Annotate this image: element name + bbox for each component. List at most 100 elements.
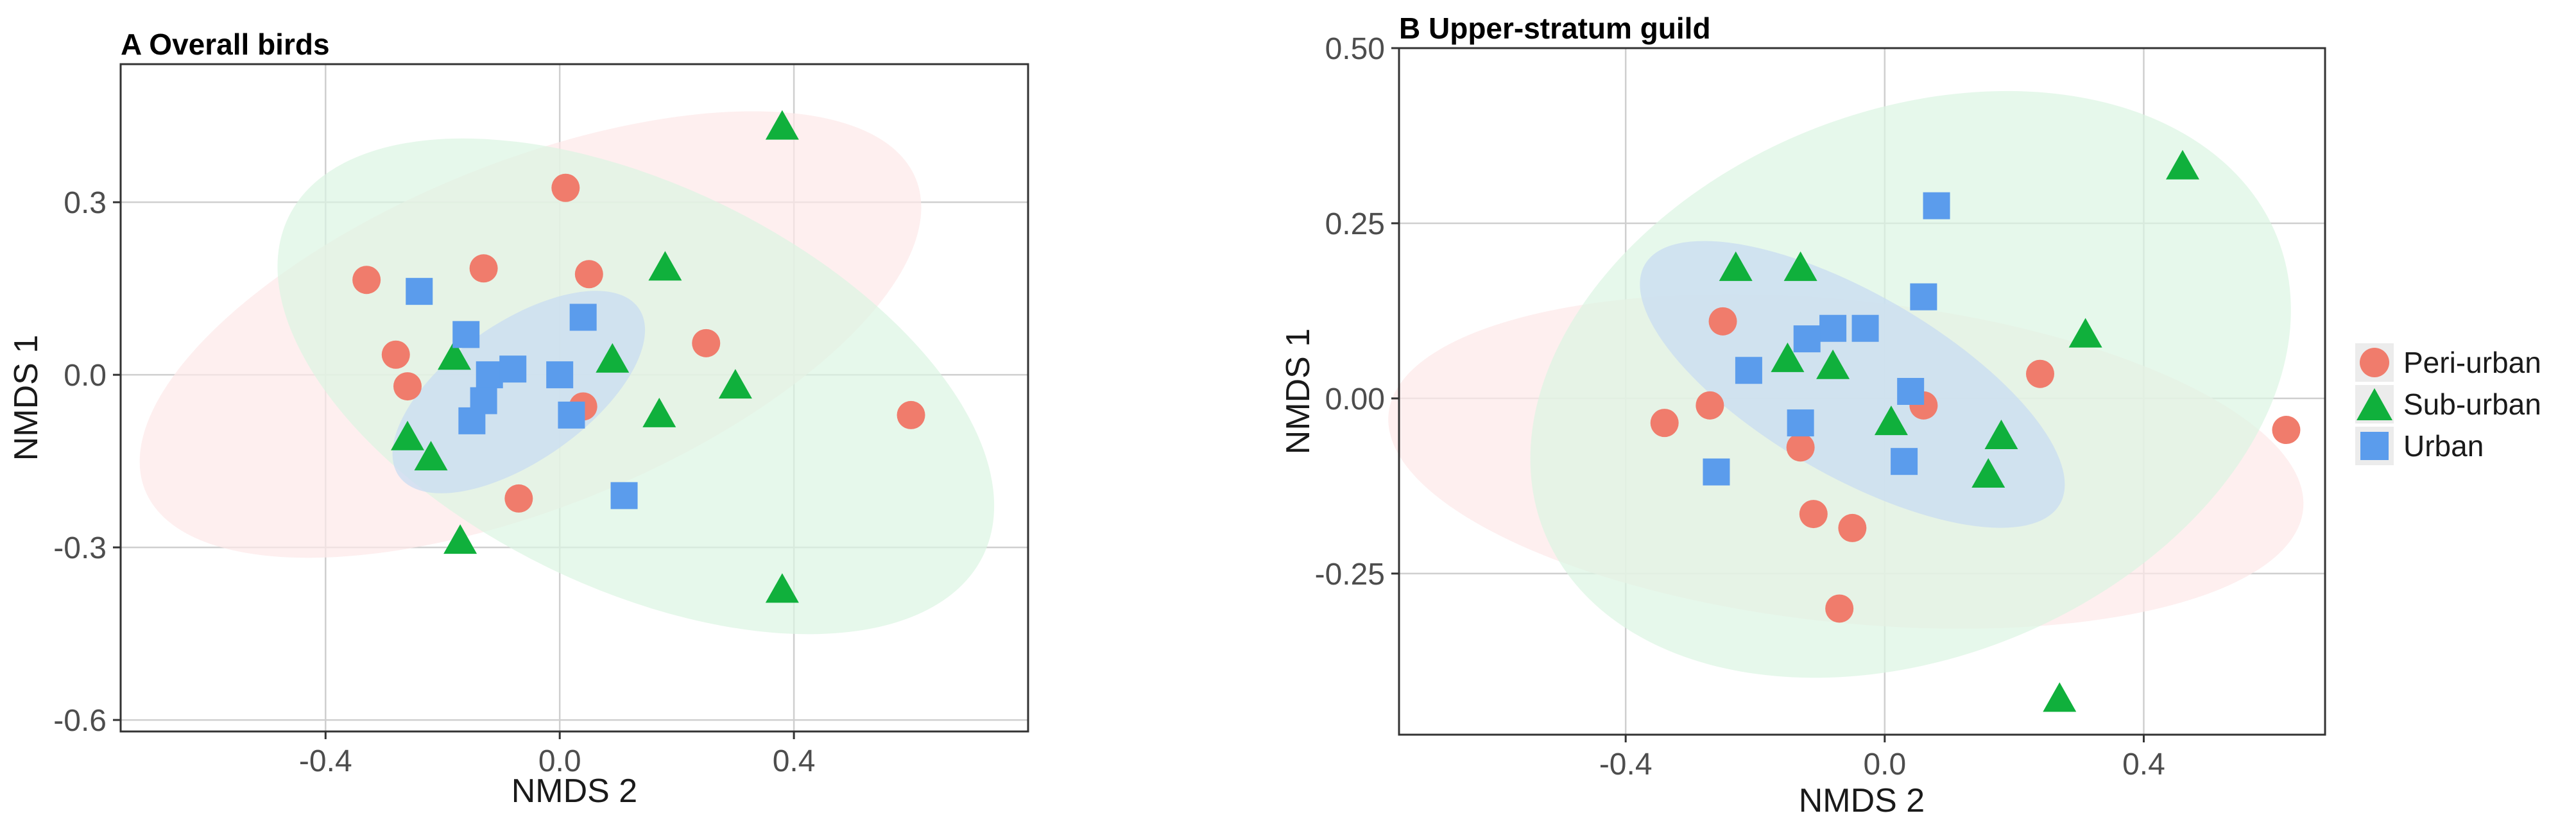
panel-a-y-tick-label: 0.0 — [64, 359, 107, 393]
panel-a-point-peri-urban — [692, 329, 721, 357]
panel-b-point-sub-urban — [1719, 251, 1753, 281]
panel-b-y-tick-label: 0.00 — [1325, 382, 1385, 416]
panel-b-point-peri-urban — [1786, 433, 1815, 462]
panel-b-point-peri-urban — [2026, 359, 2054, 388]
panel-b-point-sub-urban — [1874, 406, 1908, 436]
panel-a-point-sub-urban — [391, 420, 425, 450]
panel-b-point-sub-urban — [1783, 251, 1817, 281]
panel-a-point-sub-urban — [596, 343, 630, 373]
panel-a-x-tick-label: 0.0 — [538, 744, 581, 778]
panel-b-point-peri-urban — [1650, 409, 1679, 438]
panel-a-point-sub-urban — [437, 340, 471, 370]
panel-b-y-axis-label: NMDS 1 — [1280, 329, 1317, 454]
panel-a-y-tick-label: -0.6 — [53, 704, 107, 738]
panel-a-ellipses — [139, 111, 995, 635]
panel-b-upper-stratum-guild: B Upper-stratum guild -0.4 0.0 0.4 -0.25 0.… — [1280, 12, 2326, 819]
panel-b-point-peri-urban — [1696, 391, 1724, 420]
panel-a-point-sub-urban — [414, 441, 448, 471]
panel-b-point-sub-urban — [1984, 419, 2018, 449]
panel-b-y-axis: -0.25 0.00 0.25 0.50 — [1315, 32, 1399, 592]
panel-a-point-urban — [546, 361, 574, 389]
panel-b-point-sub-urban — [1971, 458, 2005, 488]
panel-b-ellipse-urban — [1640, 241, 2065, 528]
legend-key-peri-urban — [2360, 348, 2389, 377]
legend-label-urban: Urban — [2403, 429, 2484, 463]
panel-b-x-tick-label: 0.4 — [2122, 748, 2165, 782]
panel-a-point-urban — [476, 361, 503, 389]
panel-b-point-peri-urban — [2272, 416, 2301, 445]
panel-b-point-urban — [1703, 458, 1730, 486]
legend-label-peri-urban: Peri-urban — [2403, 346, 2541, 379]
panel-a-y-axis-label: NMDS 1 — [8, 335, 45, 461]
panel-a-point-sub-urban — [765, 573, 799, 603]
panel-b-point-peri-urban — [1708, 307, 1737, 336]
panel-a-point-sub-urban — [765, 110, 799, 140]
panel-a-point-urban — [610, 482, 638, 509]
panel-a-point-urban — [458, 407, 486, 434]
legend-key-sub-urban — [2357, 388, 2392, 420]
panel-a-point-peri-urban — [352, 266, 381, 295]
panel-b-point-sub-urban — [2043, 682, 2077, 712]
panel-b-point-peri-urban — [1799, 500, 1828, 529]
panel-a-x-axis-label: NMDS 2 — [511, 773, 637, 810]
panel-a-point-sub-urban — [718, 369, 752, 399]
panel-a-point-sub-urban — [648, 251, 682, 281]
panel-b-point-urban — [1851, 314, 1879, 342]
panel-a-y-axis: -0.6 -0.3 0.0 0.3 — [53, 186, 121, 738]
panel-b-point-urban — [1793, 325, 1821, 353]
panel-b-point-urban — [1891, 448, 1918, 475]
panel-a-points — [352, 110, 925, 603]
panel-a-ellipse-urban — [392, 291, 646, 493]
panel-b-point-urban — [1910, 283, 1937, 311]
panel-a-point-urban — [406, 278, 433, 305]
panel-a-overall-birds: A Overall birds -0.4 0.0 0.4 -0.6 -0.3 0.0 0.… — [8, 28, 1029, 810]
panel-a-point-peri-urban — [897, 400, 925, 429]
panel-b-y-tick-label: -0.25 — [1315, 558, 1385, 592]
panel-a-point-peri-urban — [551, 173, 580, 202]
panel-b-points — [1650, 150, 2301, 712]
panel-a-point-peri-urban — [504, 484, 533, 513]
panel-a-y-tick-label: -0.3 — [53, 531, 107, 565]
panel-a-x-tick-label: 0.4 — [773, 744, 816, 778]
panel-a-point-peri-urban — [393, 372, 422, 401]
panel-b-x-tick-label: -0.4 — [1599, 748, 1653, 782]
panel-a-title: A Overall birds — [121, 28, 330, 61]
panel-a-point-peri-urban — [381, 340, 410, 369]
panel-a-point-urban — [452, 321, 480, 348]
panel-b-point-sub-urban — [2068, 318, 2102, 348]
panel-b-point-sub-urban — [1816, 349, 1850, 379]
panel-a-point-sub-urban — [642, 397, 676, 427]
panel-b-point-urban — [1735, 357, 1762, 384]
panel-b-point-urban — [1897, 378, 1925, 405]
panel-a-frame — [119, 63, 1029, 733]
panel-b-plot-area — [1388, 47, 2326, 736]
panel-a-ellipse-sub-urban — [277, 138, 995, 635]
panel-a-point-urban — [569, 303, 597, 331]
panel-a-point-peri-urban — [469, 254, 498, 283]
panel-b-point-urban — [1923, 192, 1950, 219]
panel-b-point-peri-urban — [1825, 594, 1854, 623]
legend: Peri-urban Sub-urban Urban — [2355, 343, 2541, 465]
panel-b-point-peri-urban — [1838, 513, 1867, 542]
panel-a-x-tick-label: -0.4 — [299, 744, 352, 778]
panel-b-frame — [1398, 47, 2326, 736]
panel-a-point-urban — [558, 401, 585, 429]
panel-b-point-sub-urban — [2166, 150, 2199, 180]
panel-a-point-sub-urban — [443, 524, 477, 554]
panel-a-plot-area — [119, 63, 1029, 733]
panel-a-point-urban — [499, 355, 527, 383]
panel-a-point-peri-urban — [574, 260, 603, 289]
panel-b-point-urban — [1787, 409, 1814, 437]
panel-b-title: B Upper-stratum guild — [1399, 12, 1711, 45]
panel-b-x-axis-label: NMDS 2 — [1799, 782, 1925, 819]
legend-key-urban — [2360, 432, 2389, 460]
legend-label-sub-urban: Sub-urban — [2403, 388, 2541, 421]
panel-b-x-axis: -0.4 0.0 0.4 — [1599, 735, 2165, 782]
panel-a-x-axis: -0.4 0.0 0.4 — [299, 731, 816, 778]
panel-b-point-sub-urban — [1771, 342, 1805, 372]
panel-b-y-tick-label: 0.25 — [1325, 207, 1385, 241]
panel-b-point-urban — [1819, 314, 1847, 342]
panel-b-y-tick-label: 0.50 — [1325, 32, 1385, 66]
panel-a-y-tick-label: 0.3 — [64, 186, 107, 220]
